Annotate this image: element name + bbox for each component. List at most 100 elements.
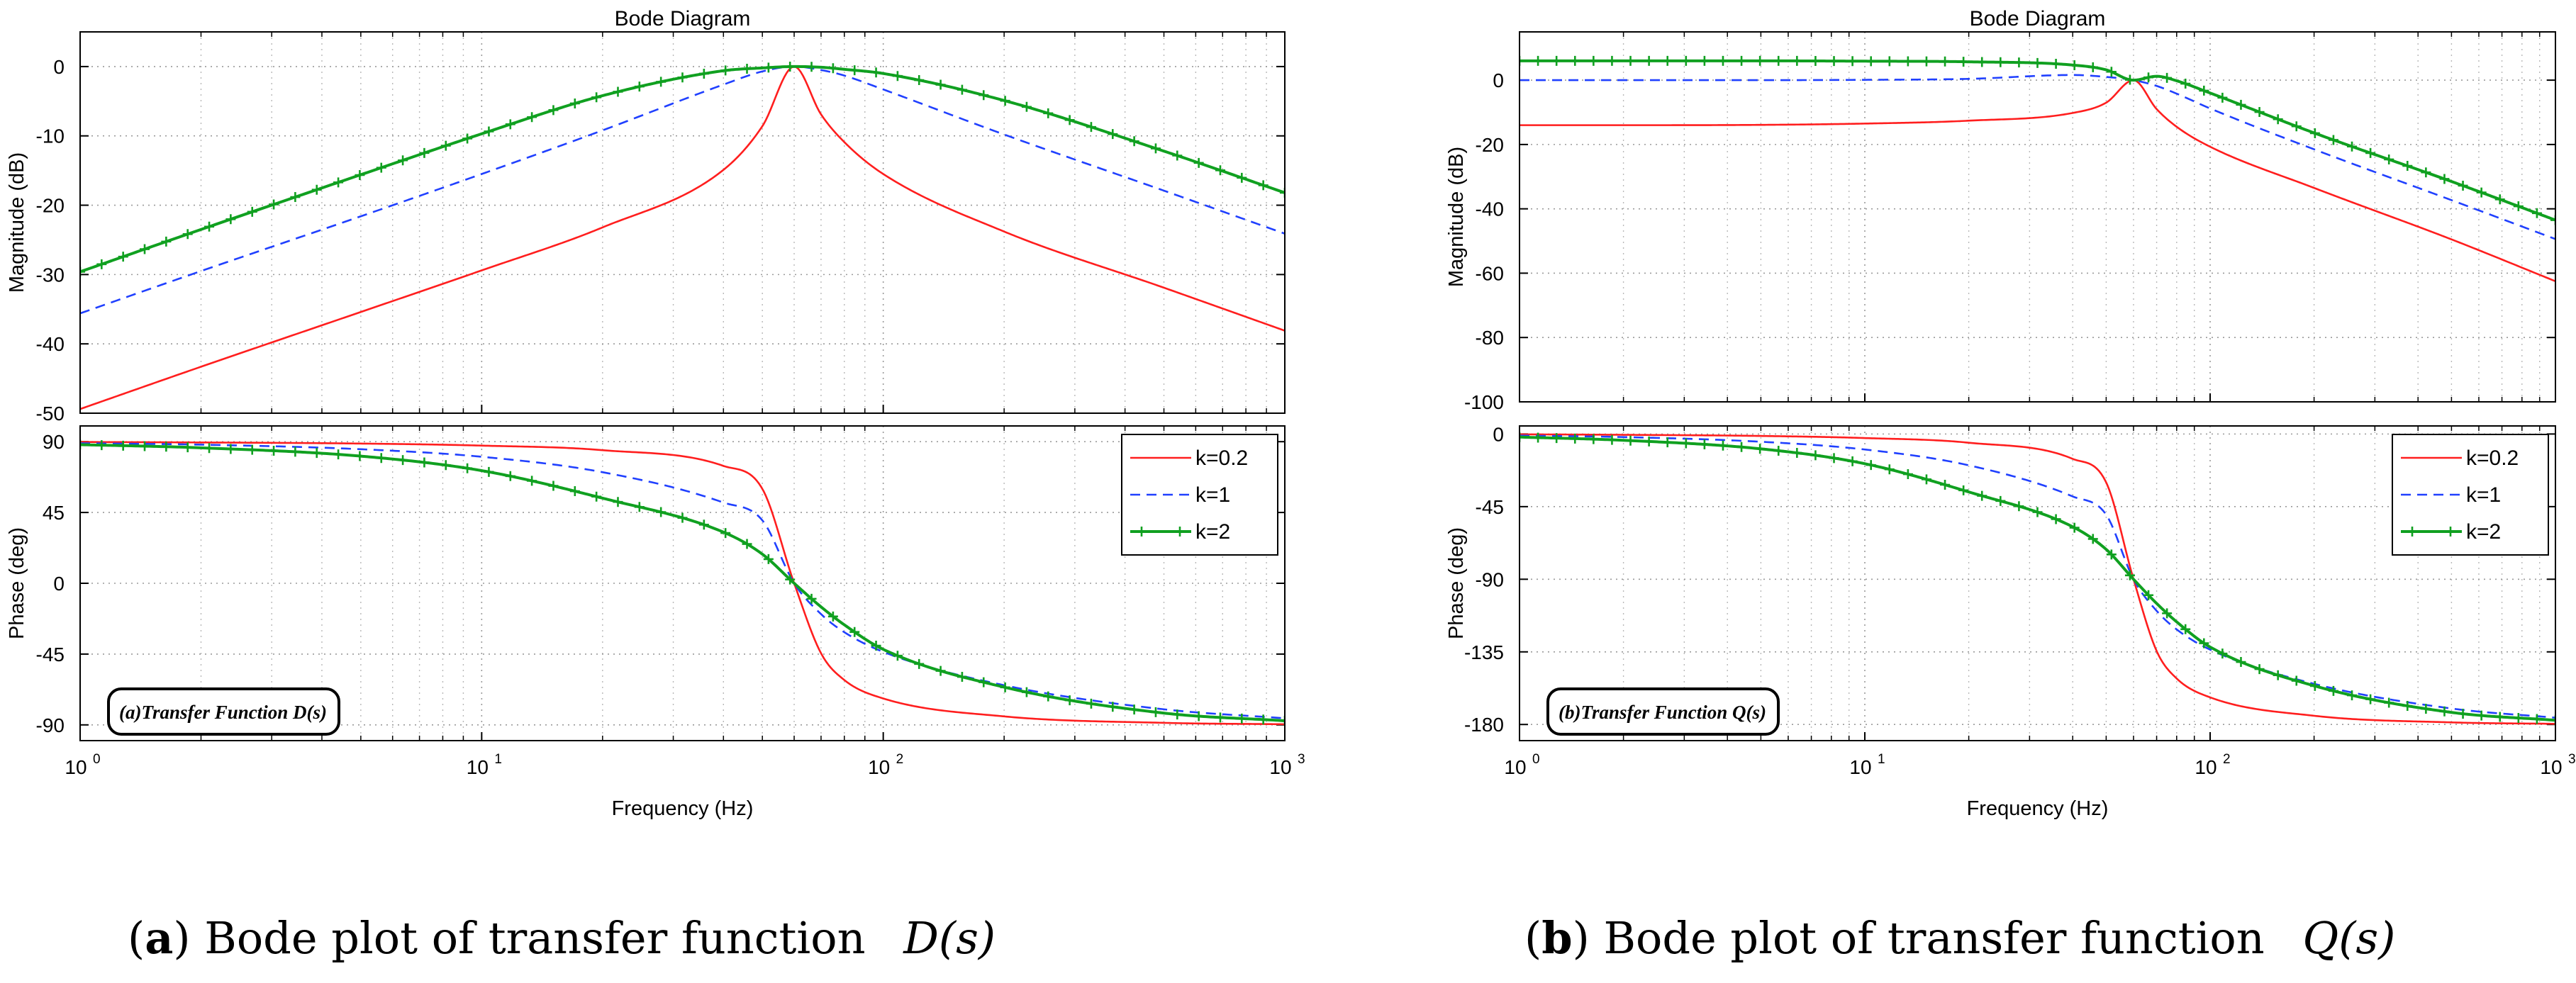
series-marker-k=2 — [1662, 437, 1673, 448]
series-marker-k=2 — [827, 63, 838, 74]
series-marker-k=2 — [1108, 129, 1118, 140]
series-marker-k=2 — [1237, 713, 1247, 724]
magnitude-curves — [80, 61, 1285, 410]
y-tick-label: 0 — [53, 56, 65, 78]
x-tick-label: 10 1 — [467, 752, 502, 778]
series-marker-k=2 — [355, 169, 365, 180]
y-axis-title: Magnitude (dB) — [6, 152, 28, 293]
legend-label-k=2: k=2 — [1195, 520, 1230, 544]
series-marker-k=2 — [957, 84, 967, 95]
series-marker-k=2 — [1570, 433, 1580, 444]
series-marker-k=2 — [2365, 147, 2376, 158]
series-marker-k=2 — [333, 177, 344, 188]
series-marker-k=2 — [1755, 444, 1766, 454]
series-marker-k=2 — [2051, 514, 2061, 524]
y-tick-label: -90 — [36, 714, 65, 736]
series-line-k=0.2 — [1520, 79, 2555, 282]
series-marker-k=2 — [1810, 56, 1821, 67]
series-marker-k=2 — [2494, 194, 2505, 205]
series-marker-k=2 — [1280, 716, 1285, 726]
magnitude-frame — [79, 31, 1286, 414]
series-marker-k=2 — [1258, 180, 1269, 191]
series-marker-k=2 — [2254, 107, 2265, 118]
x-axis-title: Frequency (Hz) — [1967, 797, 2109, 820]
series-marker-k=2 — [2124, 570, 2135, 580]
series-marker-k=2 — [247, 206, 257, 217]
legend-marker-k=2 — [1175, 527, 1185, 537]
magnitude-background — [1520, 32, 2555, 402]
series-marker-k=2 — [1129, 704, 1139, 715]
series-marker-k=2 — [1829, 453, 1839, 464]
series-marker-k=2 — [978, 677, 989, 687]
x-tick-exp: 3 — [2568, 752, 2576, 767]
y-tick-label: -45 — [36, 644, 65, 665]
series-marker-k=2 — [2439, 174, 2450, 184]
series-marker-k=2 — [785, 574, 796, 585]
series-marker-k=2 — [1680, 55, 1691, 66]
series-marker-k=2 — [96, 440, 107, 451]
series-marker-k=2 — [140, 244, 150, 254]
series-marker-k=2 — [140, 441, 150, 451]
series-marker-k=2 — [763, 62, 774, 73]
series-line-k=1 — [80, 442, 1285, 719]
series-marker-k=2 — [96, 259, 107, 269]
series-marker-k=2 — [1588, 55, 1599, 66]
series-marker-k=2 — [2124, 74, 2135, 85]
series-marker-k=2 — [2069, 60, 2080, 70]
annotation-box — [1546, 687, 1780, 736]
y-tick-label: 0 — [1493, 423, 1504, 445]
legend-marker-k=2 — [1137, 527, 1147, 537]
y-tick-label: -10 — [36, 125, 65, 147]
series-marker-k=2 — [1680, 438, 1691, 449]
series-marker-k=2 — [2476, 187, 2487, 198]
series-marker-k=2 — [505, 471, 515, 481]
series-marker-k=2 — [2458, 180, 2468, 191]
series-marker-k=2 — [871, 641, 881, 651]
series-marker-k=2 — [2014, 501, 2024, 512]
legend-label-k=1: k=1 — [2466, 483, 2501, 507]
y-tick-label: 0 — [53, 573, 65, 595]
series-marker-k=2 — [1940, 479, 1951, 490]
y-tick-label: -40 — [36, 333, 65, 355]
series-marker-k=2 — [2531, 714, 2542, 724]
series-marker-k=2 — [1662, 55, 1673, 66]
series-marker-k=2 — [1064, 695, 1075, 706]
caption-math: D(s) — [903, 912, 996, 964]
series-marker-k=2 — [1607, 434, 1617, 445]
series-marker-k=2 — [2032, 507, 2043, 517]
series-marker-k=2 — [634, 502, 645, 512]
series-marker-k=2 — [871, 67, 881, 78]
series-marker-k=2 — [978, 90, 989, 101]
series-marker-k=2 — [182, 442, 193, 453]
x-tick-exp: 0 — [1532, 752, 1540, 767]
series-marker-k=2 — [419, 147, 430, 158]
x-tick-exp: 2 — [896, 752, 904, 767]
series-marker-k=2 — [1625, 55, 1636, 66]
series-marker-k=2 — [849, 627, 860, 637]
series-line-k=1 — [1520, 434, 2555, 719]
series-marker-k=2 — [2347, 690, 2358, 701]
series-marker-k=2 — [2014, 57, 2024, 68]
series-marker-k=2 — [613, 86, 623, 97]
x-tick-exp: 1 — [494, 752, 502, 767]
series-marker-k=2 — [827, 611, 838, 622]
annotation-box — [107, 687, 340, 736]
series-marker-k=2 — [1717, 440, 1728, 451]
series-marker-k=2 — [742, 63, 752, 74]
series-marker-k=2 — [2291, 675, 2302, 686]
series-line-k=0.2 — [80, 65, 1285, 410]
series-marker-k=2 — [290, 446, 301, 457]
x-tick-base: 10 — [1269, 756, 1291, 778]
series-marker-k=2 — [1280, 187, 1285, 198]
series-marker-k=2 — [2550, 715, 2555, 726]
caption-label: a — [145, 912, 173, 964]
series-marker-k=2 — [80, 266, 85, 277]
series-marker-k=2 — [118, 440, 128, 451]
series-marker-k=2 — [311, 184, 322, 195]
series-marker-k=2 — [1792, 55, 1802, 66]
series-marker-k=2 — [2087, 62, 2098, 72]
x-axis-title: Frequency (Hz) — [612, 797, 754, 820]
series-marker-k=2 — [1921, 56, 1931, 67]
series-marker-k=2 — [1884, 56, 1895, 67]
series-marker-k=2 — [1902, 469, 1913, 480]
